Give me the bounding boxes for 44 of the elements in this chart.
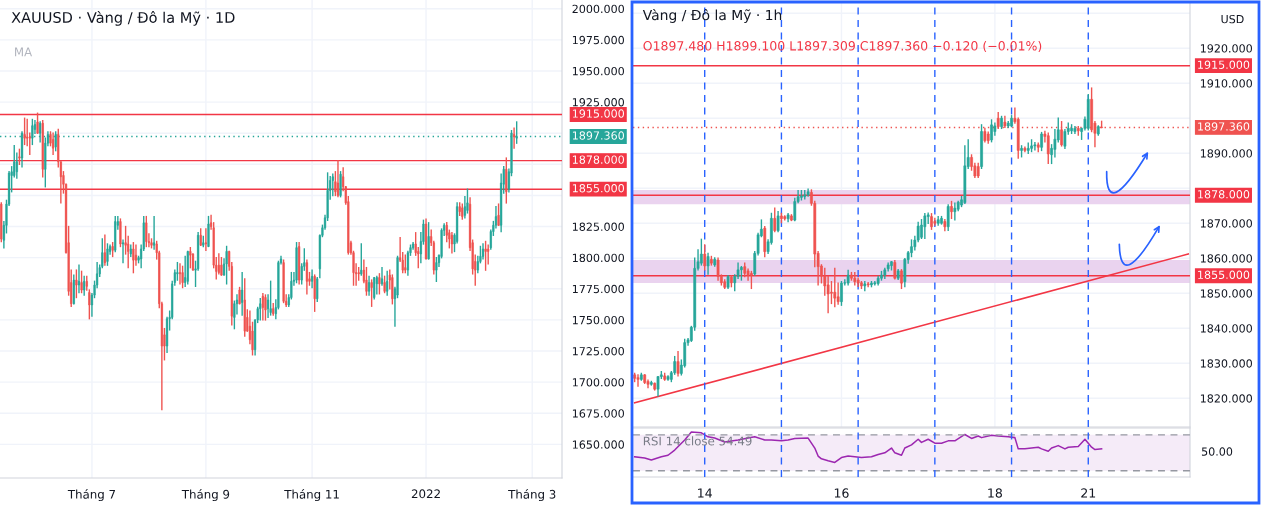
x-tick-label: 18 [988,488,1002,498]
y-tick-label: 1725.000 [572,347,624,356]
y-tick-label: 1830.000 [1200,359,1252,368]
y-tick-label: 1920.000 [1200,44,1252,53]
y-tick-label: 1925.000 [572,98,624,107]
x-tick-label: Tháng 9 [181,489,230,502]
y-tick-label: 1840.000 [1200,324,1252,333]
x-tick-label: Tháng 7 [67,489,116,502]
ref-line-label: 1878.000 [1198,190,1250,199]
ref-line-label: 1897.360 [572,131,624,140]
x-tick-label: 2022 [411,489,440,499]
x-tick-label: 21 [1081,488,1096,498]
ref-line-label: 1915.000 [1198,60,1250,69]
x-tick-label: Tháng 3 [508,489,556,502]
x-tick-label: 16 [834,488,849,498]
y-tick-label: 1950.000 [572,66,624,76]
ref-line-label: 1878.000 [572,155,624,164]
ref-line-label: 1897.360 [1198,122,1250,131]
text: USD [1221,14,1244,24]
y-tick-label: 1860.000 [1200,254,1252,263]
y-tick-label: 1890.000 [1200,149,1252,158]
y-tick-label: 1820.000 [1200,394,1252,403]
y-tick-label: 1675.000 [572,409,624,418]
text: 50.00 [1201,447,1233,456]
text: O1897.480 H1899.100 L1897.309 C1897.360 −0.120 (−0.01%) [643,40,1042,53]
y-tick-label: 1750.000 [572,315,624,325]
y-tick-label: 1850.000 [1200,289,1252,298]
y-tick-label: 1800.000 [572,253,624,263]
text: XAUUSD · Vàng / Đô la Mỹ · 1D [11,11,235,26]
y-tick-label: 1650.000 [572,440,624,449]
y-tick-label: 1700.000 [572,378,624,387]
ref-line-label: 1855.000 [1198,270,1250,279]
y-tick-label: 1910.000 [1200,79,1252,88]
ref-line-label: 1855.000 [572,184,624,193]
y-tick-label: 1870.000 [1200,219,1252,228]
y-tick-label: 1975.000 [572,35,624,45]
text: MA [15,47,33,57]
ref-line-label: 1915.000 [572,109,624,118]
y-tick-label: 1825.000 [572,222,624,231]
y-tick-label: 2000.000 [572,4,624,14]
x-tick-label: 14 [698,488,712,498]
text: Vàng / Đô la Mỹ · 1h [642,8,782,23]
y-tick-label: 1775.000 [572,284,624,294]
x-tick-label: Tháng 11 [284,489,339,502]
